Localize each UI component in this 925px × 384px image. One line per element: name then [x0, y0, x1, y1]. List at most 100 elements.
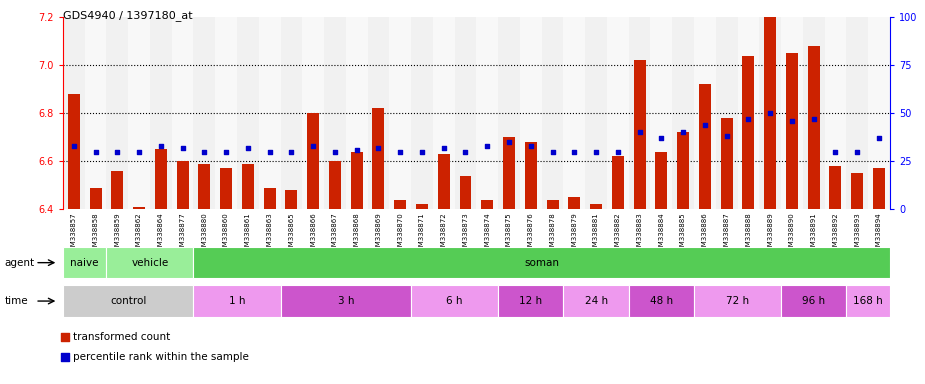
Bar [193, 247, 890, 278]
Point [784, 118, 799, 124]
Text: GDS4940 / 1397180_at: GDS4940 / 1397180_at [63, 10, 192, 20]
Bar [743, 56, 755, 209]
Bar [563, 17, 586, 209]
Bar [803, 17, 824, 209]
Bar [868, 17, 890, 209]
Point [67, 143, 81, 149]
Bar [460, 175, 472, 209]
Point [697, 122, 712, 128]
Bar [694, 285, 781, 317]
Point [850, 149, 865, 155]
Bar [411, 17, 433, 209]
Bar [542, 17, 563, 209]
Point [437, 145, 451, 151]
Bar [721, 118, 733, 209]
Point [131, 149, 146, 155]
Bar [259, 17, 280, 209]
Bar [737, 17, 759, 209]
Bar [476, 17, 499, 209]
Point [871, 135, 886, 141]
Point [218, 149, 233, 155]
Text: 96 h: 96 h [802, 296, 825, 306]
Text: 12 h: 12 h [519, 296, 542, 306]
Text: soman: soman [524, 258, 559, 268]
Bar [411, 285, 499, 317]
Text: time: time [5, 296, 29, 306]
Bar [129, 17, 150, 209]
Bar [133, 207, 145, 209]
Text: 168 h: 168 h [853, 296, 883, 306]
Bar [68, 94, 80, 209]
Point [350, 147, 364, 153]
Bar [220, 169, 232, 209]
Bar [264, 188, 276, 209]
Text: 72 h: 72 h [726, 296, 749, 306]
Bar [237, 17, 259, 209]
Point [524, 143, 538, 149]
Bar [198, 164, 210, 209]
Bar [438, 154, 450, 209]
Point [545, 149, 560, 155]
Point [741, 116, 756, 122]
Point [197, 149, 212, 155]
Bar [830, 166, 842, 209]
Bar [786, 53, 798, 209]
Bar [111, 171, 123, 209]
Bar [586, 17, 607, 209]
Bar [154, 149, 166, 209]
Bar [90, 188, 102, 209]
Bar [873, 169, 885, 209]
Point [807, 116, 821, 122]
Bar [280, 285, 411, 317]
Bar [85, 17, 106, 209]
Point [567, 149, 582, 155]
Bar [481, 200, 493, 209]
Bar [106, 247, 193, 278]
Point [263, 149, 278, 155]
Bar [590, 204, 602, 209]
Bar [150, 17, 172, 209]
Bar [824, 17, 846, 209]
Bar [629, 285, 694, 317]
Bar [499, 17, 520, 209]
Bar [416, 204, 428, 209]
Bar [851, 173, 863, 209]
Bar [503, 137, 515, 209]
Text: percentile rank within the sample: percentile rank within the sample [73, 352, 249, 362]
Text: control: control [110, 296, 146, 306]
Point [610, 149, 625, 155]
Bar [63, 285, 193, 317]
Bar [177, 161, 189, 209]
Bar [563, 285, 629, 317]
Bar [699, 84, 710, 209]
Point [287, 91, 302, 97]
Point [287, 273, 302, 279]
Bar [677, 132, 689, 209]
Bar [242, 164, 253, 209]
Point [240, 145, 255, 151]
Bar [781, 17, 803, 209]
Bar [389, 17, 411, 209]
Bar [764, 17, 776, 209]
Point [306, 143, 321, 149]
Point [175, 145, 190, 151]
Bar [781, 285, 846, 317]
Text: naive: naive [70, 258, 99, 268]
Point [828, 149, 843, 155]
Point [88, 149, 103, 155]
Text: 1 h: 1 h [228, 296, 245, 306]
Bar [373, 108, 385, 209]
Bar [351, 152, 363, 209]
Point [110, 149, 125, 155]
Point [154, 143, 168, 149]
Point [763, 110, 778, 116]
Bar [650, 17, 672, 209]
Point [588, 149, 603, 155]
Point [501, 139, 516, 145]
Bar [280, 17, 302, 209]
Bar [607, 17, 629, 209]
Point [284, 149, 299, 155]
Point [458, 149, 473, 155]
Bar [716, 17, 737, 209]
Bar [193, 17, 216, 209]
